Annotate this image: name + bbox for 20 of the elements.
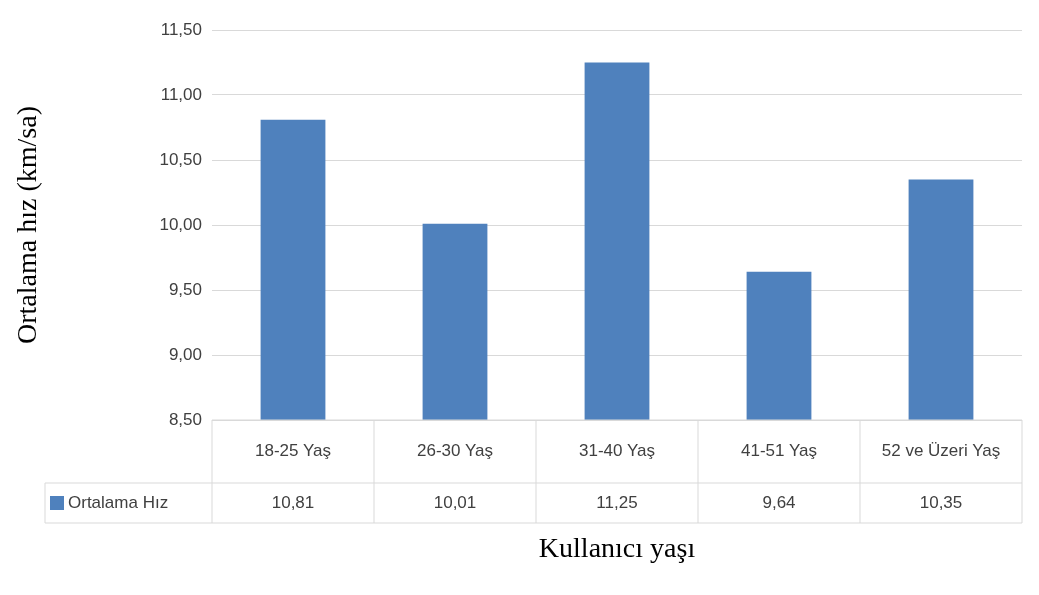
data-label: 11,25	[596, 492, 638, 512]
data-label: 10,81	[271, 492, 315, 512]
data-label: 9,64	[762, 492, 796, 512]
y-tick-label: 11,50	[160, 19, 202, 39]
y-tick-label: 10,00	[159, 214, 202, 234]
x-tick-label: 31-40 Yaş	[579, 441, 655, 461]
legend-label: Ortalama Hız	[68, 492, 169, 512]
data-label: 10,01	[433, 492, 477, 512]
y-tick-label: 10,50	[159, 149, 202, 169]
y-tick-label: 9,50	[168, 279, 202, 299]
y-tick-label: 9,00	[168, 344, 202, 364]
x-axis-title: Kullanıcı yaşı	[538, 532, 696, 564]
y-axis-title: Ortalama hız (km/sa)	[11, 106, 43, 344]
x-tick-label: 52 ve Üzeri Yaş	[881, 441, 1001, 461]
y-tick-label: 8,50	[168, 409, 202, 429]
y-tick-label: 11,00	[160, 84, 202, 104]
data-label: 10,35	[919, 492, 963, 512]
x-tick-label: 41-51 Yaş	[741, 441, 817, 461]
x-tick-label: 18-25 Yaş	[255, 441, 331, 461]
x-tick-label: 26-30 Yaş	[417, 441, 493, 461]
